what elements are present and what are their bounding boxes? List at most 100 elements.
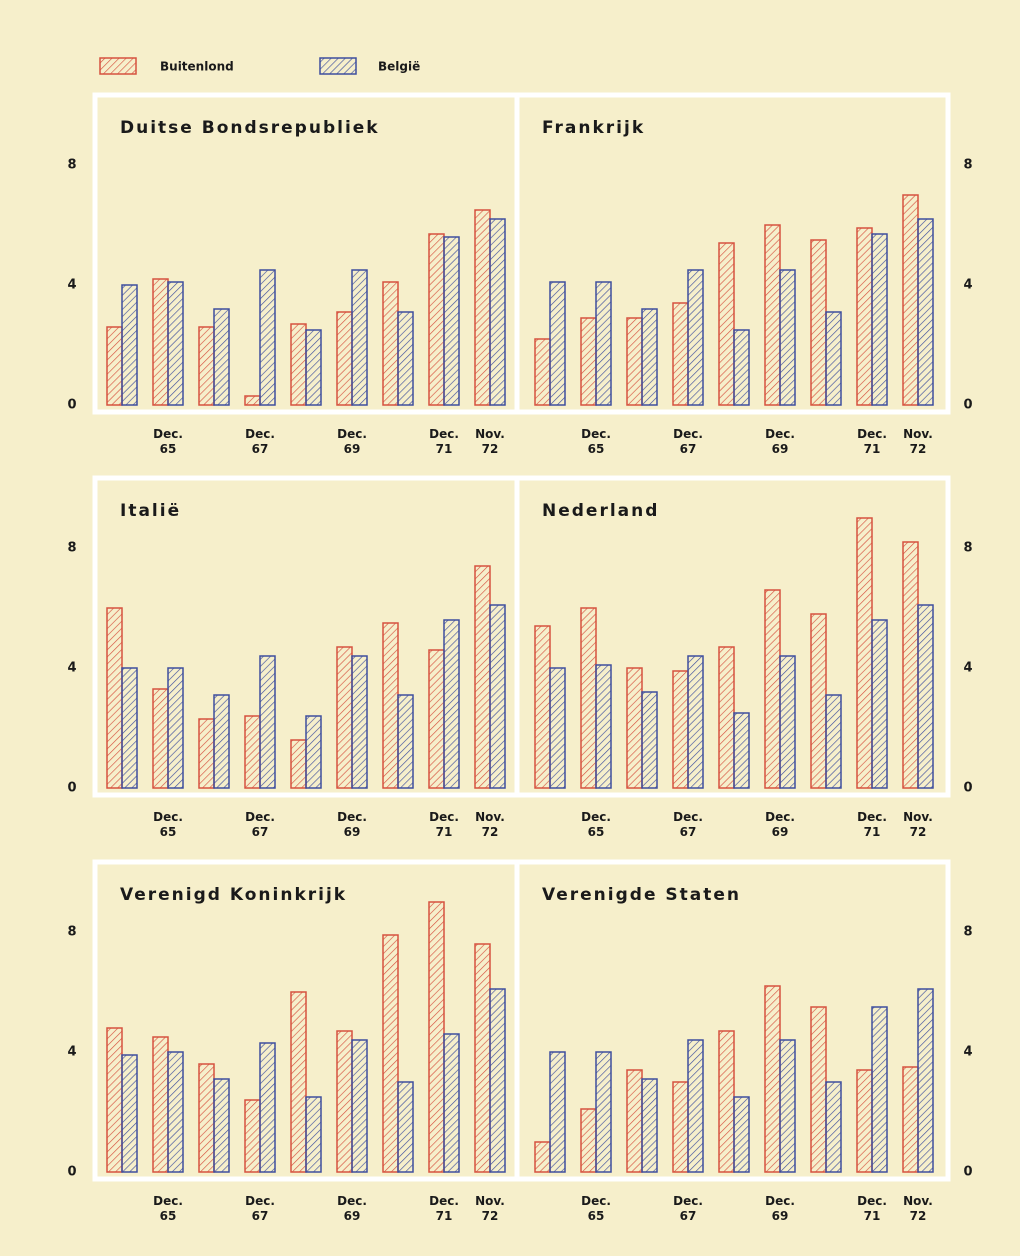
bar (856, 227, 873, 406)
bar (810, 1006, 827, 1173)
x-tick-label-text: Dec. 65 (153, 427, 183, 456)
bar (305, 1096, 322, 1173)
x-tick-label-text: Dec. 67 (673, 1194, 703, 1223)
x-tick-label: Dec. 69 (337, 810, 367, 839)
x-tick-label: Dec. 69 (765, 810, 795, 839)
x-tick-label-text: Dec. 69 (337, 810, 367, 839)
y-tick-label: 0 (963, 781, 972, 796)
bar (121, 1054, 138, 1173)
bar (595, 281, 612, 406)
bar (336, 311, 353, 406)
x-tick-label: Nov. 72 (475, 810, 505, 839)
x-tick-label: Nov. 72 (475, 1194, 505, 1223)
x-tick-label-text: Dec. 71 (429, 427, 459, 456)
bar (244, 395, 261, 406)
bar (259, 655, 276, 789)
bar (336, 646, 353, 789)
bar (733, 1096, 750, 1173)
y-tick-label: 0 (963, 1165, 972, 1180)
x-tick-label: Dec. 65 (581, 427, 611, 456)
bar (167, 1051, 184, 1173)
panel-title: Verenigd Koninkrijk (120, 885, 347, 905)
bar (351, 1039, 368, 1173)
bar (626, 317, 643, 406)
bar (259, 1042, 276, 1173)
x-tick-label-text: Dec. 67 (245, 810, 275, 839)
bar (641, 691, 658, 789)
panel-title: Duitse Bondsrepubliek (120, 118, 380, 138)
x-tick-label-text: Dec. 71 (857, 427, 887, 456)
bar (580, 1108, 597, 1173)
x-tick-label: Dec. 69 (337, 1194, 367, 1223)
x-tick-label-text: Nov. 72 (903, 427, 933, 456)
bar (856, 517, 873, 789)
bar (121, 284, 138, 406)
bar (259, 269, 276, 406)
bar (810, 239, 827, 406)
bar (641, 308, 658, 406)
bar (305, 329, 322, 406)
bar (351, 269, 368, 406)
bar (474, 943, 491, 1173)
x-tick-label-text: Dec. 71 (429, 1194, 459, 1223)
bar (382, 281, 399, 406)
x-tick-label: Dec. 67 (673, 810, 703, 839)
bar (213, 308, 230, 406)
x-tick-label-text: Nov. 72 (475, 427, 505, 456)
y-tick-label: 0 (67, 398, 76, 413)
bar (580, 317, 597, 406)
bar (382, 934, 399, 1173)
bar (198, 718, 215, 789)
x-tick-label: Nov. 72 (903, 810, 933, 839)
x-tick-label: Dec. 71 (857, 427, 887, 456)
bar (428, 649, 445, 789)
legend-swatch (319, 57, 357, 75)
y-tick-label: 4 (67, 661, 76, 676)
bar (534, 338, 551, 406)
bar (825, 1081, 842, 1173)
x-tick-label-text: Dec. 65 (581, 810, 611, 839)
bar (580, 607, 597, 789)
x-tick-label: Dec. 67 (245, 1194, 275, 1223)
bar (534, 1141, 551, 1173)
bar (106, 326, 123, 406)
bar (733, 712, 750, 789)
bar (213, 1078, 230, 1173)
bar (672, 670, 689, 789)
x-tick-label-text: Nov. 72 (475, 1194, 505, 1223)
bar (595, 1051, 612, 1173)
x-tick-label-text: Dec. 65 (153, 810, 183, 839)
bar (902, 1066, 919, 1173)
x-tick-label: Dec. 67 (673, 1194, 703, 1223)
bar (595, 664, 612, 789)
x-tick-label-text: Dec. 67 (245, 427, 275, 456)
y-tick-label: 0 (67, 781, 76, 796)
legend-label: België (378, 60, 420, 74)
bar (428, 233, 445, 406)
bar (871, 1006, 888, 1173)
x-tick-label-text: Dec. 67 (673, 810, 703, 839)
y-tick-label: 0 (963, 398, 972, 413)
bar (443, 236, 460, 406)
bar (244, 1099, 261, 1173)
x-tick-label: Dec. 71 (429, 427, 459, 456)
bar (443, 1033, 460, 1173)
x-tick-label-text: Dec. 65 (581, 427, 611, 456)
x-tick-label-text: Dec. 65 (581, 1194, 611, 1223)
x-tick-label: Dec. 71 (429, 810, 459, 839)
bar (764, 589, 781, 789)
bar (336, 1030, 353, 1173)
bar (549, 667, 566, 789)
bar (764, 224, 781, 406)
bar (167, 281, 184, 406)
bar (871, 619, 888, 789)
x-tick-label: Dec. 69 (765, 1194, 795, 1223)
x-tick-label: Nov. 72 (475, 427, 505, 456)
y-tick-label: 0 (67, 1165, 76, 1180)
bar (198, 326, 215, 406)
x-tick-label: Dec. 65 (153, 1194, 183, 1223)
x-tick-label-text: Dec. 69 (765, 427, 795, 456)
x-tick-label-text: Dec. 69 (337, 1194, 367, 1223)
x-tick-label-text: Dec. 69 (765, 810, 795, 839)
bar (779, 655, 796, 789)
